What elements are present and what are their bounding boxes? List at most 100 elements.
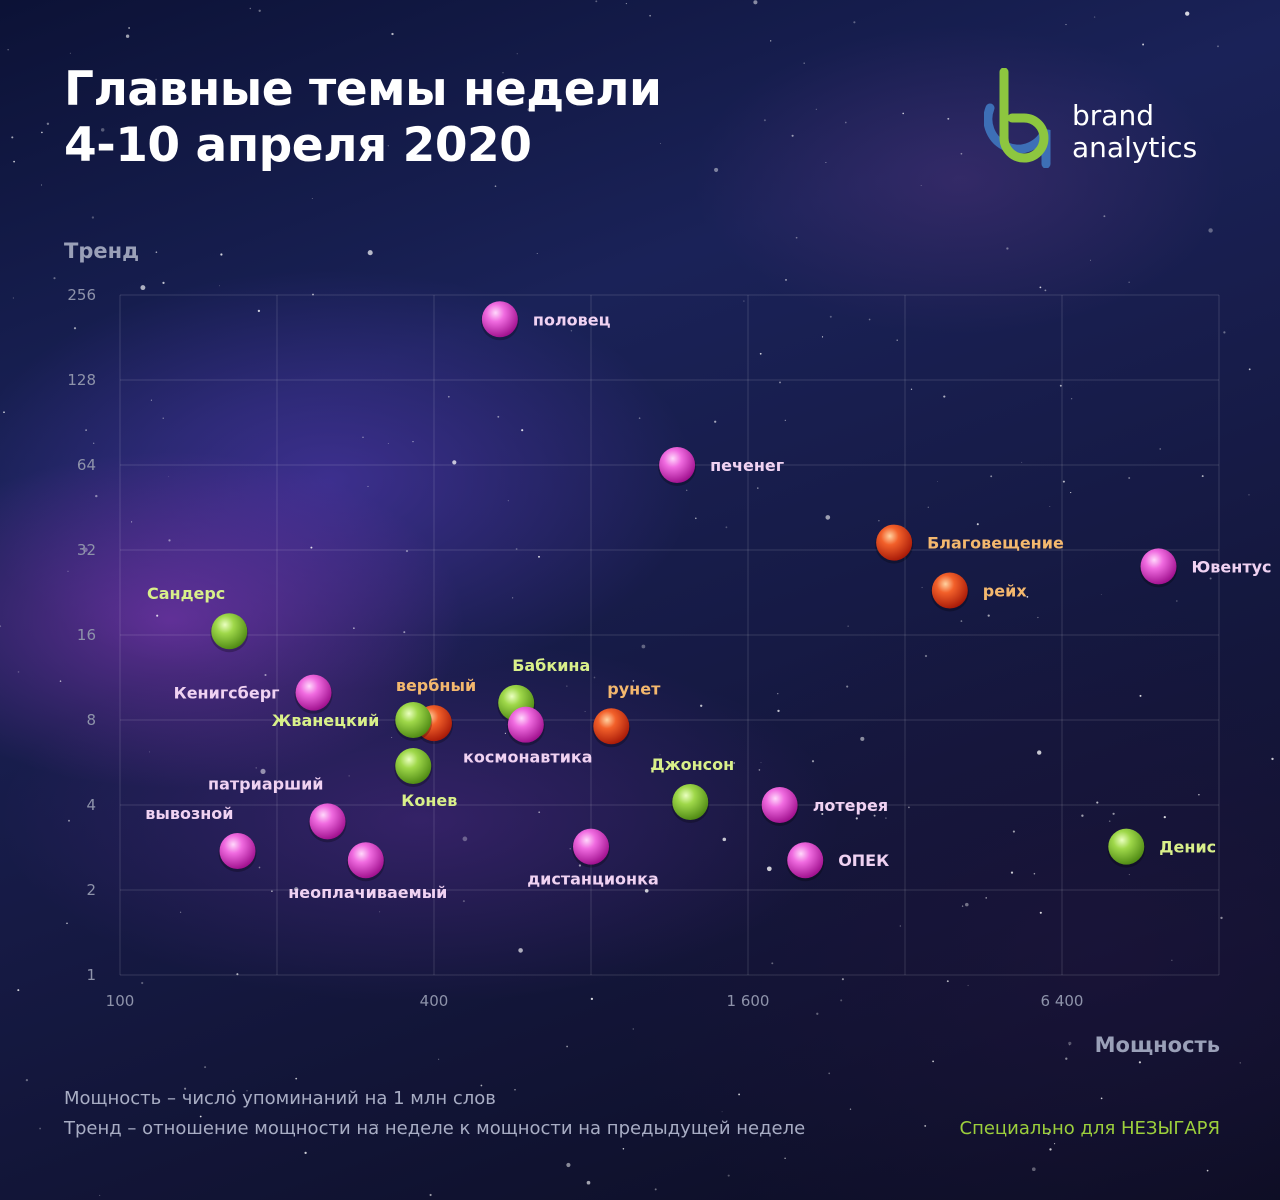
star [246, 1090, 248, 1092]
data-point: рейх [930, 572, 1028, 612]
star [960, 152, 963, 155]
logo-green-b [999, 68, 1049, 163]
star [714, 420, 717, 423]
star [1054, 1143, 1056, 1145]
point-label: рейх [983, 582, 1028, 601]
star [1171, 959, 1173, 961]
star [622, 1147, 625, 1150]
logo-text-analytics: analytics [1072, 131, 1198, 164]
point-label: Бабкина [512, 656, 590, 675]
star [1049, 1148, 1052, 1151]
star [0, 625, 2, 628]
star [784, 419, 786, 421]
x-tick-label: 400 [420, 992, 449, 1010]
star [570, 330, 573, 332]
star [840, 999, 843, 1002]
star [785, 279, 787, 281]
star [257, 309, 261, 313]
star [1039, 286, 1042, 289]
star [1033, 872, 1036, 875]
star [853, 21, 856, 24]
star [412, 440, 414, 443]
star [17, 989, 20, 992]
star [924, 1124, 927, 1127]
star [965, 902, 969, 907]
star [12, 297, 15, 299]
star [566, 685, 568, 687]
star [295, 1077, 298, 1080]
data-point: ОПЕК [786, 842, 889, 882]
star [566, 1045, 568, 1048]
star [644, 888, 649, 893]
star [236, 973, 239, 976]
x-tick-label: 6 400 [1041, 992, 1084, 1010]
star [1185, 11, 1190, 16]
star [447, 395, 450, 398]
star [391, 737, 393, 738]
data-point: патриарший [208, 774, 347, 843]
note-trend: Тренд – отношение мощности на неделе к м… [64, 1118, 806, 1139]
star [816, 1012, 819, 1015]
star [1006, 247, 1009, 250]
star [847, 625, 849, 627]
point-marker [481, 301, 518, 338]
star [1031, 1167, 1036, 1172]
star [40, 184, 43, 186]
star [68, 819, 70, 822]
star [310, 546, 313, 549]
star [1239, 1062, 1241, 1064]
star [632, 680, 635, 682]
star [219, 285, 220, 287]
x-axis-ticks: 100 400 1 600 6 400 [106, 992, 1084, 1010]
star [825, 161, 827, 164]
star [1039, 911, 1042, 914]
star [1271, 757, 1274, 761]
star [1122, 138, 1124, 141]
star [179, 911, 182, 913]
star [83, 547, 88, 553]
star [1209, 577, 1212, 580]
y-axis-title: Тренд [64, 239, 139, 263]
star [846, 685, 849, 688]
star [162, 417, 164, 419]
star [494, 185, 497, 187]
star [686, 489, 688, 491]
star [1069, 1044, 1070, 1046]
y-tick-label: 256 [67, 286, 96, 304]
star [569, 848, 571, 850]
star [258, 9, 261, 12]
star [184, 1087, 187, 1090]
star [59, 680, 62, 682]
star [937, 481, 938, 482]
star [538, 555, 540, 558]
star [150, 399, 152, 401]
point-marker [931, 572, 968, 609]
point-marker [761, 787, 798, 823]
star [578, 864, 582, 867]
star [429, 1193, 432, 1197]
star [162, 281, 165, 285]
point-label: патриарший [208, 774, 323, 793]
point-label: Благовещение [927, 534, 1064, 553]
star [878, 520, 880, 522]
star [1208, 228, 1213, 233]
star [738, 1093, 741, 1096]
star [168, 476, 170, 478]
point-marker [395, 702, 432, 738]
star [1112, 812, 1115, 815]
star [348, 775, 350, 777]
star [527, 107, 531, 112]
point-marker [507, 706, 544, 743]
star [759, 352, 762, 355]
star [586, 1180, 591, 1185]
logo-wordmark: brand analytics [1072, 100, 1197, 164]
star [128, 27, 130, 29]
star [779, 381, 781, 384]
star [961, 905, 964, 907]
star [249, 7, 252, 10]
star [1100, 1097, 1103, 1100]
star [71, 91, 74, 94]
point-label: Конев [401, 791, 457, 810]
star [1100, 594, 1102, 596]
star [220, 253, 223, 256]
